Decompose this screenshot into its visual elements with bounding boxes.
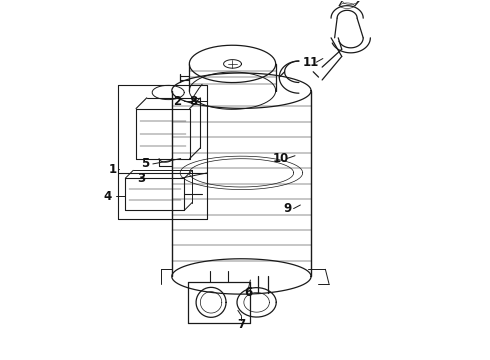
Text: 8: 8 xyxy=(189,95,197,108)
Text: 4: 4 xyxy=(103,190,112,203)
Text: 5: 5 xyxy=(141,157,149,170)
Text: 1: 1 xyxy=(109,163,117,176)
Text: 2: 2 xyxy=(173,95,181,108)
Text: 3: 3 xyxy=(137,172,146,185)
Text: 9: 9 xyxy=(284,202,292,215)
Text: 11: 11 xyxy=(303,55,319,69)
Text: 10: 10 xyxy=(272,152,289,165)
Text: 6: 6 xyxy=(245,286,253,299)
Text: 7: 7 xyxy=(237,318,245,331)
